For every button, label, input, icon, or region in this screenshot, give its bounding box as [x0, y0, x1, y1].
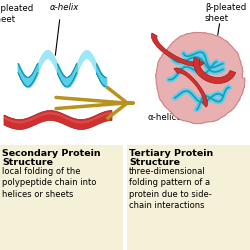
- Text: Secondary Protein: Secondary Protein: [2, 149, 100, 158]
- FancyBboxPatch shape: [0, 145, 123, 250]
- Text: β-pleated
sheet: β-pleated sheet: [0, 4, 33, 24]
- Text: β-pleated
sheet: β-pleated sheet: [205, 3, 246, 23]
- Polygon shape: [4, 112, 112, 124]
- Text: α-helix: α-helix: [50, 3, 80, 12]
- Text: Tertiary Protein: Tertiary Protein: [129, 149, 213, 158]
- FancyBboxPatch shape: [127, 145, 250, 250]
- Text: α-helices: α-helices: [148, 113, 187, 122]
- Text: local folding of the
polypeptide chain into
helices or sheets: local folding of the polypeptide chain i…: [2, 167, 96, 199]
- Polygon shape: [174, 68, 208, 107]
- Polygon shape: [194, 58, 236, 84]
- Polygon shape: [4, 110, 112, 130]
- Polygon shape: [156, 32, 245, 124]
- Text: Structure: Structure: [2, 158, 53, 167]
- Text: three-dimensional
folding pattern of a
protein due to side-
chain interactions: three-dimensional folding pattern of a p…: [129, 167, 212, 210]
- Text: Structure: Structure: [129, 158, 180, 167]
- Polygon shape: [151, 33, 204, 66]
